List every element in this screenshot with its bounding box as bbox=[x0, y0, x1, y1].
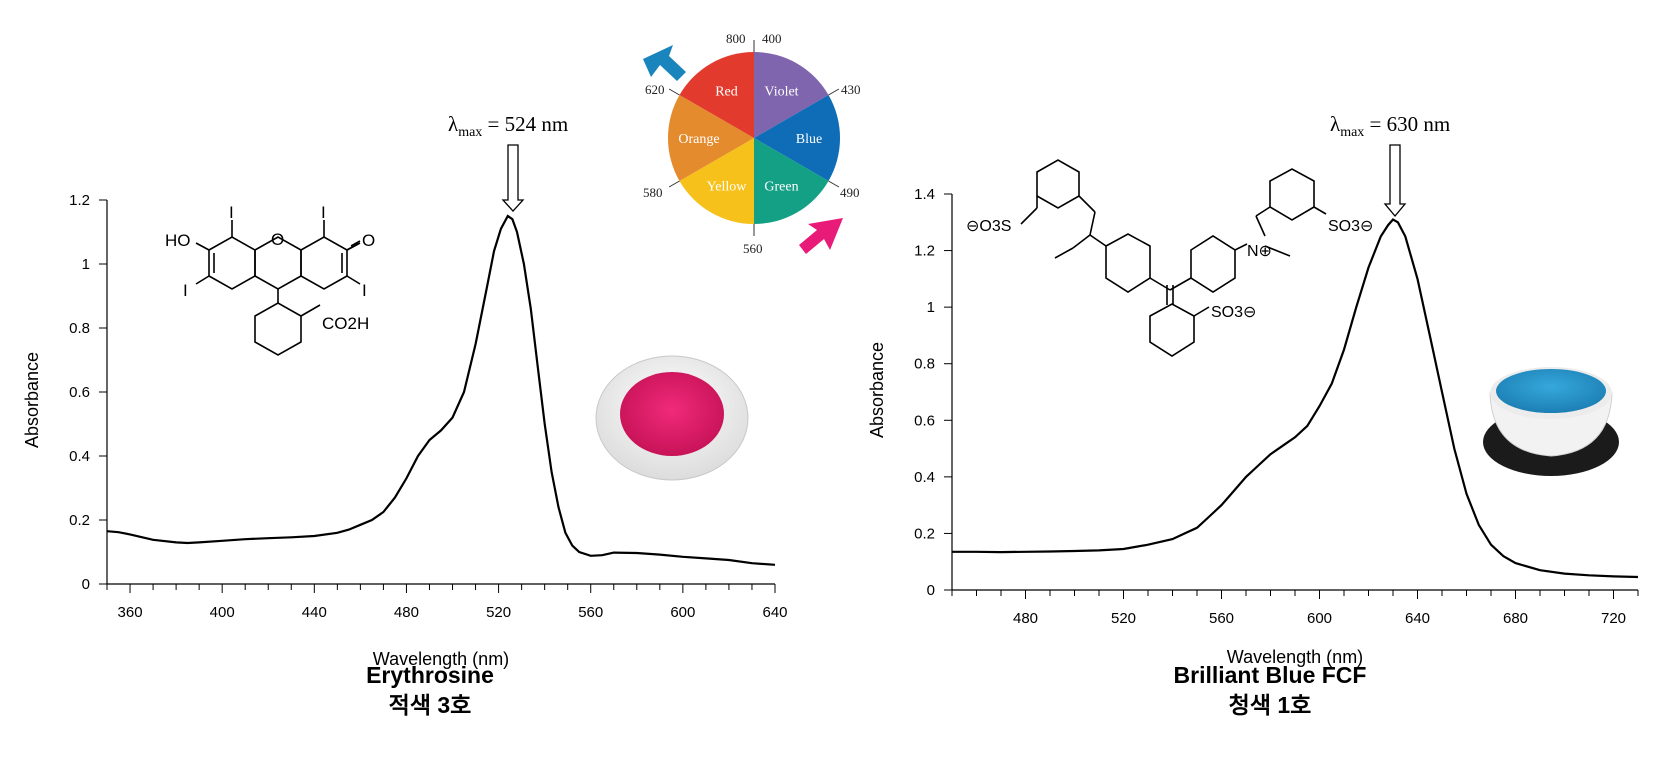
brilliant-blue-structure bbox=[1020, 159, 1327, 357]
wheel-segment-label: Violet bbox=[764, 84, 798, 99]
caption-brilliant-blue: Brilliant Blue FCF 청색 1호 bbox=[1120, 660, 1420, 720]
brilliant-blue-powder-photo bbox=[1483, 367, 1619, 476]
x-tick-label: 720 bbox=[1601, 610, 1626, 627]
svg-text:SO3⊖: SO3⊖ bbox=[1328, 218, 1373, 235]
chart-erythrosine: 360 400 440 480 520 560 600 640 0 0.2 0.4 0.6 0.8 1 1… bbox=[22, 112, 788, 669]
y-tick-label: 1.4 bbox=[914, 186, 935, 203]
wheel-segment-label: Yellow bbox=[707, 180, 748, 195]
x-axis-label: Wavelength (nm) bbox=[373, 649, 509, 669]
erythrosine-powder-photo bbox=[595, 355, 749, 481]
y-tick-label: 1.2 bbox=[69, 192, 90, 209]
wheel-segment-label: Green bbox=[764, 180, 798, 195]
svg-text:N⊕: N⊕ bbox=[1247, 243, 1272, 260]
lambda-max-label: λmax = 630 nm bbox=[1330, 112, 1450, 140]
x-tick-label: 400 bbox=[210, 604, 235, 621]
svg-text:I: I bbox=[362, 281, 367, 300]
x-tick-label: 480 bbox=[394, 604, 419, 621]
wheel-label-620: 620 bbox=[645, 82, 665, 97]
y-tick-label: 0.4 bbox=[69, 448, 90, 465]
y-axis-label: Absorbance bbox=[867, 342, 887, 438]
compound-name: Erythrosine bbox=[366, 662, 494, 688]
compound-name-korean: 청색 1호 bbox=[1228, 692, 1312, 718]
brilliant-blue-atom-labels: ⊖O3S SO3⊖ N⊕ SO3⊖ bbox=[966, 218, 1373, 321]
y-axis-label: Absorbance bbox=[22, 352, 42, 448]
x-tick-label: 640 bbox=[1405, 610, 1430, 627]
x-tick-label: 600 bbox=[1307, 610, 1332, 627]
erythrosine-structure bbox=[195, 220, 361, 356]
x-tick-label: 360 bbox=[118, 604, 143, 621]
wheel-label-430: 430 bbox=[841, 82, 861, 97]
y-tick-label: 0.8 bbox=[914, 356, 935, 373]
y-tick-label: 0.2 bbox=[914, 525, 935, 542]
y-tick-label: 1 bbox=[927, 299, 935, 316]
lambda-max-arrow bbox=[501, 144, 525, 212]
chart-brilliant-blue: 480 520 560 600 640 680 720 0 0.2 0.4 0.6 0.8 1 1.2 1… bbox=[867, 112, 1639, 667]
svg-text:O: O bbox=[271, 230, 284, 249]
x-tick-label: 640 bbox=[762, 604, 787, 621]
x-tick-label: 520 bbox=[486, 604, 511, 621]
x-ticks: 360 400 440 480 520 560 600 640 bbox=[106, 584, 788, 621]
wheel-segment-label: Orange bbox=[678, 132, 719, 147]
wheel-boundary-tick bbox=[668, 88, 680, 96]
svg-text:HO: HO bbox=[165, 231, 191, 250]
wheel-segment-red bbox=[679, 52, 754, 138]
wheel-label-400: 400 bbox=[762, 31, 782, 46]
lambda-max-label: λmax = 524 nm bbox=[448, 112, 568, 140]
x-tick-label: 600 bbox=[670, 604, 695, 621]
x-tick-label: 440 bbox=[302, 604, 327, 621]
svg-text:I: I bbox=[183, 281, 188, 300]
y-ticks: 0 0.2 0.4 0.6 0.8 1 1.2 1.4 bbox=[914, 186, 952, 599]
x-tick-label: 560 bbox=[1209, 610, 1234, 627]
y-tick-label: 1.2 bbox=[914, 243, 935, 260]
svg-text:⊖O3S: ⊖O3S bbox=[966, 218, 1011, 235]
x-tick-label: 480 bbox=[1013, 610, 1038, 627]
wheel-segment-label: Blue bbox=[796, 132, 822, 147]
wheel-segment-label: Red bbox=[715, 84, 738, 99]
wheel-segment-green bbox=[754, 138, 829, 224]
svg-text:SO3⊖: SO3⊖ bbox=[1211, 304, 1256, 321]
svg-text:CO2H: CO2H bbox=[322, 314, 369, 333]
x-tick-label: 680 bbox=[1503, 610, 1528, 627]
absorbance-curve bbox=[952, 218, 1639, 579]
wheel-boundary-tick bbox=[668, 180, 680, 188]
wheel-label-490: 490 bbox=[840, 185, 860, 200]
y-tick-label: 0.2 bbox=[69, 512, 90, 529]
y-tick-label: 1 bbox=[82, 256, 90, 273]
wheel-segment-orange bbox=[667, 95, 754, 181]
color-wheel: Violet Blue Green Yellow Orange Red bbox=[667, 40, 841, 236]
wheel-segment-blue bbox=[754, 95, 841, 181]
y-tick-label: 0.6 bbox=[69, 384, 90, 401]
y-ticks: 0 0.2 0.4 0.6 0.8 1 1.2 bbox=[69, 192, 107, 593]
y-tick-label: 0.8 bbox=[69, 320, 90, 337]
compound-name: Brilliant Blue FCF bbox=[1173, 662, 1367, 688]
wheel-boundary-tick bbox=[828, 88, 840, 96]
erythrosine-atom-labels: HO O O I I I I CO2H bbox=[165, 203, 375, 333]
x-tick-label: 520 bbox=[1111, 610, 1136, 627]
y-tick-label: 0.6 bbox=[914, 412, 935, 429]
wheel-segment-violet bbox=[754, 52, 829, 138]
absorbance-curve bbox=[106, 214, 776, 566]
pink-arrow-icon bbox=[799, 218, 843, 254]
wheel-segment-yellow bbox=[679, 138, 754, 224]
wheel-label-800: 800 bbox=[726, 31, 746, 46]
wheel-label-580: 580 bbox=[643, 185, 663, 200]
wheel-labels: 800 400 430 490 560 580 620 bbox=[643, 31, 861, 256]
x-axis-label: Wavelength (nm) bbox=[1227, 647, 1363, 667]
lambda-max-arrow bbox=[1383, 144, 1407, 218]
svg-text:I: I bbox=[229, 203, 234, 222]
caption-erythrosine: Erythrosine 적색 3호 bbox=[305, 660, 555, 720]
x-ticks: 480 520 560 600 640 680 720 bbox=[951, 590, 1639, 627]
blue-arrow-icon bbox=[643, 45, 686, 81]
x-tick-label: 560 bbox=[578, 604, 603, 621]
svg-text:O: O bbox=[362, 231, 375, 250]
y-tick-label: 0 bbox=[927, 582, 935, 599]
svg-text:I: I bbox=[321, 203, 326, 222]
y-tick-label: 0.4 bbox=[914, 469, 935, 486]
compound-name-korean: 적색 3호 bbox=[388, 692, 472, 718]
wheel-boundary-tick bbox=[828, 180, 840, 188]
wheel-label-560: 560 bbox=[743, 241, 763, 256]
y-tick-label: 0 bbox=[82, 576, 90, 593]
